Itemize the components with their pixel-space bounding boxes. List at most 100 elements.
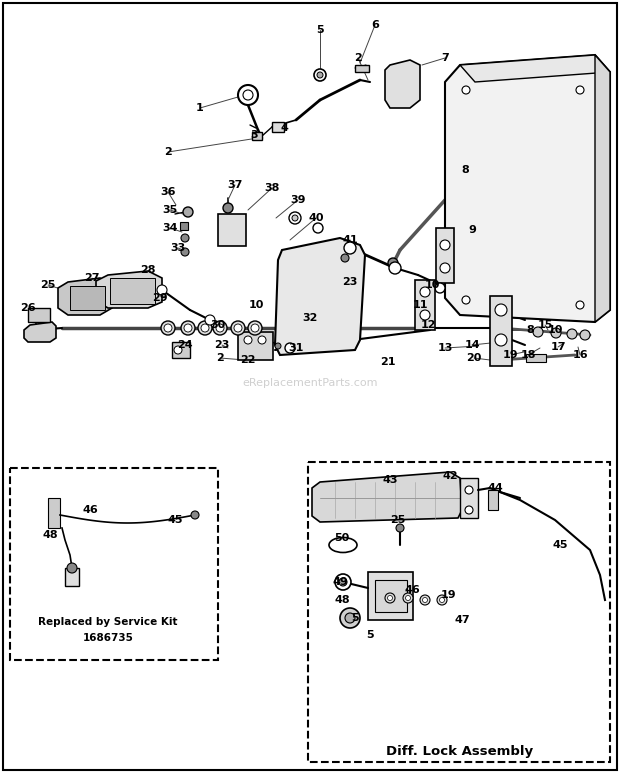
Text: Replaced by Service Kit: Replaced by Service Kit	[38, 617, 178, 627]
Text: 4: 4	[280, 123, 288, 133]
Circle shape	[420, 310, 430, 320]
Text: 45: 45	[167, 515, 183, 525]
Circle shape	[462, 296, 470, 304]
Circle shape	[551, 328, 561, 338]
Circle shape	[243, 90, 253, 100]
Text: 15: 15	[538, 320, 552, 330]
Circle shape	[216, 324, 224, 332]
Circle shape	[440, 240, 450, 250]
Polygon shape	[595, 55, 610, 322]
Text: 46: 46	[404, 585, 420, 595]
Circle shape	[344, 242, 356, 254]
Circle shape	[317, 72, 323, 78]
Text: 48: 48	[42, 530, 58, 540]
Bar	[252, 132, 262, 140]
Circle shape	[205, 315, 215, 325]
Text: 9: 9	[468, 225, 476, 235]
Text: 37: 37	[228, 180, 242, 190]
Text: 49: 49	[332, 577, 348, 587]
Text: Diff. Lock Assembly: Diff. Lock Assembly	[386, 745, 534, 758]
Text: 39: 39	[290, 195, 306, 205]
Circle shape	[420, 287, 430, 297]
Bar	[436, 228, 454, 283]
Bar	[488, 490, 498, 510]
Text: 26: 26	[20, 303, 36, 313]
Text: 2: 2	[354, 53, 362, 63]
Text: 13: 13	[437, 343, 453, 353]
Circle shape	[437, 595, 447, 605]
Circle shape	[580, 330, 590, 340]
Circle shape	[313, 223, 323, 233]
Circle shape	[201, 324, 209, 332]
Circle shape	[183, 207, 193, 217]
Polygon shape	[312, 472, 462, 522]
Circle shape	[289, 212, 301, 224]
Text: 19: 19	[502, 350, 518, 360]
Circle shape	[465, 486, 473, 494]
Bar	[460, 478, 478, 518]
Text: 25: 25	[391, 515, 405, 525]
Bar	[368, 572, 413, 620]
Polygon shape	[58, 278, 112, 315]
Circle shape	[465, 506, 473, 514]
Circle shape	[440, 263, 450, 273]
Text: 27: 27	[84, 273, 100, 283]
Text: 50: 50	[334, 533, 350, 543]
Bar	[355, 65, 369, 72]
Circle shape	[285, 343, 295, 353]
Text: 2: 2	[164, 147, 172, 157]
Bar	[48, 498, 60, 528]
Bar	[180, 222, 188, 230]
Text: 2: 2	[216, 353, 224, 363]
Circle shape	[181, 248, 189, 256]
Text: 25: 25	[40, 280, 56, 290]
Circle shape	[157, 285, 167, 295]
Text: 10: 10	[547, 325, 563, 335]
Circle shape	[251, 324, 259, 332]
Polygon shape	[275, 238, 365, 355]
Text: 17: 17	[551, 342, 565, 352]
Bar	[70, 286, 105, 310]
Text: 19: 19	[440, 590, 456, 600]
Text: 31: 31	[288, 343, 304, 353]
Circle shape	[223, 203, 233, 213]
Text: 21: 21	[380, 357, 396, 367]
Bar	[272, 122, 284, 132]
Text: 41: 41	[342, 235, 358, 245]
Text: 48: 48	[334, 595, 350, 605]
Circle shape	[388, 258, 398, 268]
Text: 32: 32	[303, 313, 317, 323]
Text: 5: 5	[351, 613, 359, 623]
Polygon shape	[445, 55, 610, 322]
Text: 29: 29	[152, 293, 168, 303]
Circle shape	[191, 511, 199, 519]
Text: eReplacementParts.com: eReplacementParts.com	[242, 378, 378, 387]
Circle shape	[213, 321, 227, 335]
Circle shape	[495, 304, 507, 316]
Text: 10: 10	[249, 300, 264, 310]
Circle shape	[462, 86, 470, 94]
Polygon shape	[460, 55, 610, 82]
Circle shape	[181, 321, 195, 335]
Text: 36: 36	[160, 187, 175, 197]
Text: 12: 12	[420, 320, 436, 330]
Bar	[490, 296, 512, 366]
Circle shape	[576, 86, 584, 94]
Circle shape	[576, 301, 584, 309]
Circle shape	[234, 324, 242, 332]
Text: 44: 44	[487, 483, 503, 493]
Circle shape	[258, 336, 266, 344]
Bar	[110, 278, 155, 304]
Bar	[526, 354, 546, 362]
Text: 23: 23	[342, 277, 358, 287]
Circle shape	[345, 613, 355, 623]
Circle shape	[161, 321, 175, 335]
Text: 45: 45	[552, 540, 568, 550]
Polygon shape	[96, 271, 162, 308]
Text: 40: 40	[308, 213, 324, 223]
Polygon shape	[385, 60, 420, 108]
Circle shape	[164, 324, 172, 332]
Circle shape	[341, 254, 349, 262]
Text: 47: 47	[454, 615, 470, 625]
Text: 8: 8	[526, 325, 534, 335]
